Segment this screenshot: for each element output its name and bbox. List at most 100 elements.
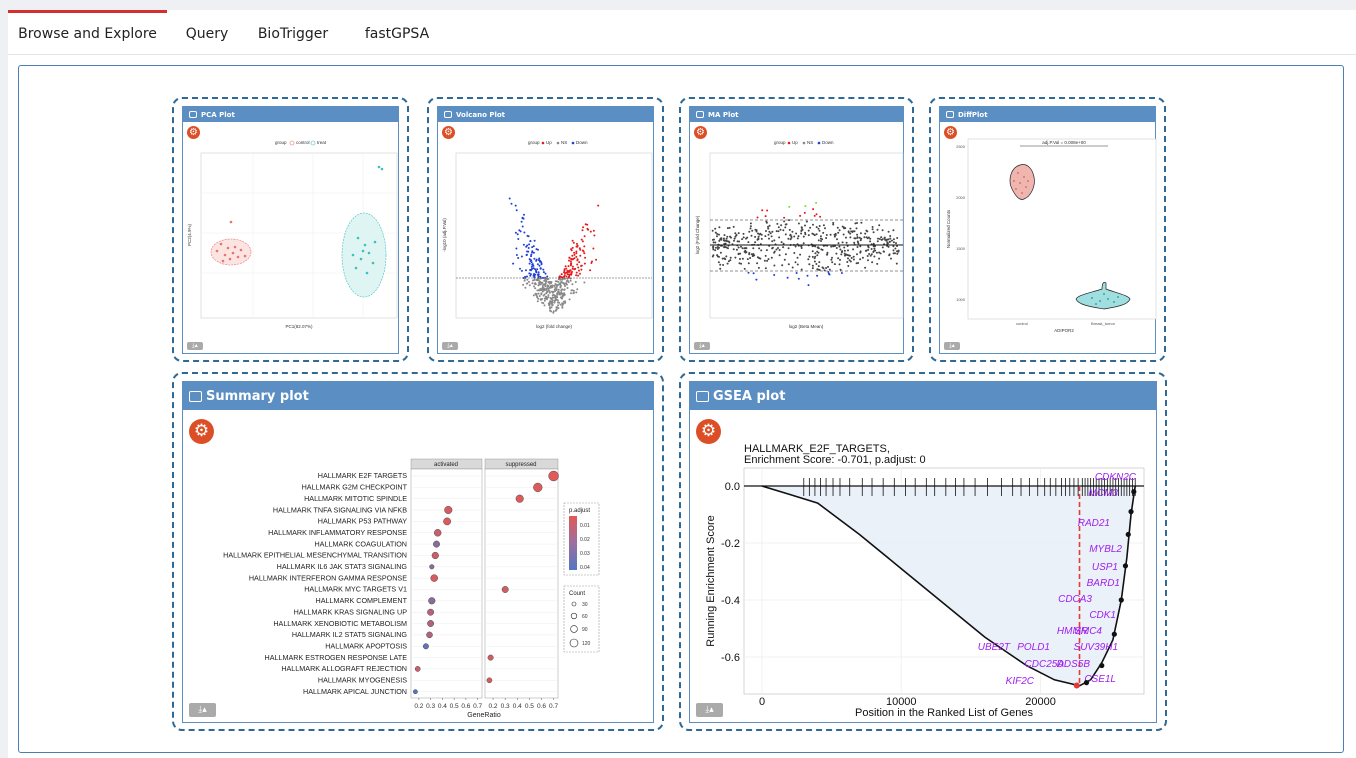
ma-point — [876, 240, 879, 243]
summary-point — [548, 470, 559, 482]
ma-point — [817, 247, 820, 250]
volcano-point — [565, 275, 568, 278]
download-button[interactable]: ⤓▴ — [694, 342, 710, 350]
volcano-point — [554, 283, 557, 285]
gear-icon[interactable]: ⚙ — [187, 126, 200, 139]
ma-point — [857, 242, 860, 245]
summary-x-tick-label: 0.3 — [426, 703, 435, 710]
ma-point — [826, 251, 829, 254]
ma-point — [760, 233, 763, 236]
volcano-point — [552, 310, 555, 313]
ma-point — [855, 227, 858, 230]
ma-point — [802, 235, 805, 238]
ma-point — [782, 246, 785, 249]
ma-point — [832, 221, 835, 224]
ma-point — [811, 267, 814, 270]
pca-legend-swatch-treat — [310, 140, 316, 146]
gear-icon[interactable]: ⚙ — [189, 419, 214, 444]
ma-point — [814, 255, 817, 258]
volcano-point — [575, 255, 578, 258]
ma-point — [829, 233, 832, 236]
ma-point — [747, 262, 750, 265]
ma-point — [778, 236, 781, 239]
download-button[interactable]: ⤓▴ — [944, 342, 960, 350]
ma-point — [771, 230, 774, 233]
ma-point — [714, 246, 717, 249]
ma-xlabel: log2 (Beta Mean) — [789, 324, 824, 329]
tab-bar: Browse and Explore Query BioTrigger fast… — [8, 10, 1356, 55]
ma-point — [743, 250, 746, 253]
summary-x-ticks: 0.2 0.3 0.4 0.5 0.6 0.7 0.2 0.3 0.4 0.5 0.6 0.7 — [414, 698, 558, 710]
volcano-point — [531, 263, 534, 266]
tab-query[interactable]: Query — [185, 26, 229, 42]
summary-point — [428, 597, 436, 605]
download-button[interactable]: ⤓▴ — [189, 703, 216, 717]
ma-point — [872, 242, 875, 245]
ma-point — [847, 230, 850, 233]
ma-point — [817, 239, 820, 242]
volcano-point — [538, 289, 541, 292]
diff-points-control — [1013, 172, 1029, 194]
ma-point — [745, 251, 748, 254]
volcano-point — [570, 262, 572, 265]
volcano-point — [528, 243, 531, 246]
ma-point — [773, 264, 776, 267]
download-button[interactable]: ⤓▴ — [696, 703, 723, 717]
gear-icon[interactable]: ⚙ — [442, 126, 455, 139]
image-icon — [189, 111, 197, 118]
ma-point — [834, 234, 837, 236]
ma-point — [859, 239, 862, 242]
ma-point — [716, 246, 719, 248]
ma-point — [853, 230, 856, 233]
ma-point — [722, 264, 725, 266]
download-button[interactable]: ⤓▴ — [442, 342, 458, 350]
volcano-legend-swatch-ns — [556, 141, 560, 145]
volcano-point — [536, 268, 539, 271]
ma-point — [761, 209, 764, 212]
ma-point — [725, 246, 728, 249]
gear-icon[interactable]: ⚙ — [694, 126, 707, 139]
ma-point — [846, 261, 849, 263]
ma-point — [800, 232, 803, 235]
ma-point — [878, 238, 881, 240]
gsea-gene-label: USP1 — [1092, 562, 1118, 573]
volcano-legend-up: Up — [546, 140, 552, 145]
ma-point — [789, 238, 792, 241]
tab-fastgpsa[interactable]: fastGPSA — [364, 26, 430, 42]
volcano-point — [557, 280, 560, 283]
tab-browse-and-explore[interactable]: Browse and Explore — [8, 10, 167, 57]
summary-point — [413, 689, 418, 695]
ma-point — [856, 236, 859, 239]
volcano-point — [563, 288, 566, 291]
volcano-point — [536, 296, 539, 299]
volcano-point — [536, 289, 539, 292]
summary-category-label: HALLMARK P53 PATHWAY — [318, 517, 407, 526]
download-button[interactable]: ⤓▴ — [187, 342, 203, 350]
volcano-point — [534, 292, 537, 295]
volcano-point — [536, 263, 539, 266]
ma-point — [749, 227, 752, 230]
volcano-point — [561, 302, 564, 305]
ma-point — [764, 235, 767, 238]
ma-point — [788, 205, 791, 208]
volcano-point — [567, 265, 570, 268]
volcano-point — [593, 234, 596, 237]
volcano-point — [548, 291, 551, 294]
volcano-point — [571, 258, 574, 261]
ma-point — [732, 248, 735, 251]
summary-point — [429, 564, 435, 570]
volcano-point — [573, 268, 576, 271]
tab-biotrigger[interactable]: BioTrigger — [257, 26, 329, 42]
ma-point — [794, 245, 797, 248]
ma-point — [735, 248, 738, 251]
ma-point — [748, 230, 751, 233]
ma-point — [856, 240, 859, 243]
ma-point — [784, 226, 787, 229]
gsea-y-tick-label: -0.6 — [721, 652, 740, 664]
ma-point — [825, 237, 828, 239]
pca-ellipse-control — [210, 238, 252, 266]
gear-icon[interactable]: ⚙ — [696, 419, 721, 444]
summary-category-label: HALLMARK INFLAMMATORY RESPONSE — [268, 528, 407, 537]
count-tick: 90 — [582, 627, 588, 633]
gear-icon[interactable]: ⚙ — [944, 126, 957, 139]
